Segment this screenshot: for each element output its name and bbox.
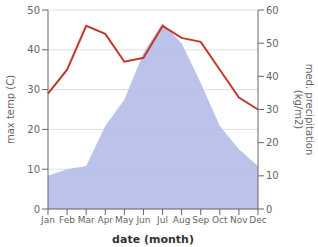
svg-text:Aug: Aug: [173, 215, 191, 225]
svg-text:max temp (C): max temp (C): [5, 75, 16, 144]
svg-text:50: 50: [27, 5, 40, 16]
svg-text:Nov: Nov: [230, 215, 248, 225]
svg-text:0: 0: [34, 204, 40, 215]
svg-text:Jul: Jul: [156, 215, 168, 225]
svg-text:20: 20: [27, 124, 40, 135]
svg-text:Sep: Sep: [192, 215, 209, 225]
svg-text:50: 50: [266, 38, 279, 49]
svg-text:Jan: Jan: [40, 215, 55, 225]
svg-text:0: 0: [266, 204, 272, 215]
svg-text:60: 60: [266, 5, 279, 16]
svg-text:Oct: Oct: [212, 215, 228, 225]
svg-text:40: 40: [266, 71, 279, 82]
svg-text:Mar: Mar: [78, 215, 95, 225]
svg-text:May: May: [115, 215, 134, 225]
svg-text:Apr: Apr: [97, 215, 113, 225]
svg-text:med. precipitation(kg/m2): med. precipitation(kg/m2): [293, 64, 315, 156]
svg-text:Jun: Jun: [135, 215, 150, 225]
svg-text:10: 10: [266, 170, 279, 181]
svg-text:date (month): date (month): [112, 233, 194, 246]
svg-text:30: 30: [27, 84, 40, 95]
svg-text:20: 20: [266, 137, 279, 148]
svg-text:10: 10: [27, 164, 40, 175]
svg-text:Feb: Feb: [59, 215, 75, 225]
svg-text:30: 30: [266, 104, 279, 115]
svg-text:Dec: Dec: [249, 215, 266, 225]
svg-text:40: 40: [27, 44, 40, 55]
